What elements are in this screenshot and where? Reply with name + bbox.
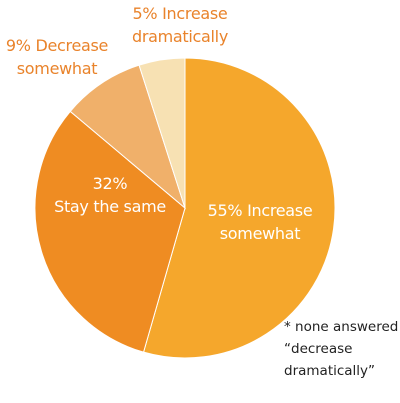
slice-label: 9% Decrease somewhat (0, 34, 122, 80)
pie-slice (34, 110, 186, 353)
category-label: Increase somewhat (219, 201, 313, 243)
slice-label: 55% Increase somewhat (190, 199, 330, 245)
category-label: Increase dramatically (131, 4, 228, 46)
pie-slice (142, 57, 336, 359)
slice-label: 32% Stay the same (40, 172, 180, 218)
slice-label: 5% Increase dramatically (115, 2, 245, 48)
value-label: 55% (207, 201, 243, 220)
pie-slice (69, 64, 187, 210)
value-label: 5% (132, 4, 158, 23)
category-label: Decrease somewhat (16, 36, 109, 78)
value-label: 9% (5, 36, 31, 55)
category-label: Stay the same (54, 197, 166, 216)
pie-slice (138, 57, 186, 209)
value-label: 32% (92, 174, 128, 193)
footnote: * none answered “decrease dramatically” (284, 319, 399, 379)
